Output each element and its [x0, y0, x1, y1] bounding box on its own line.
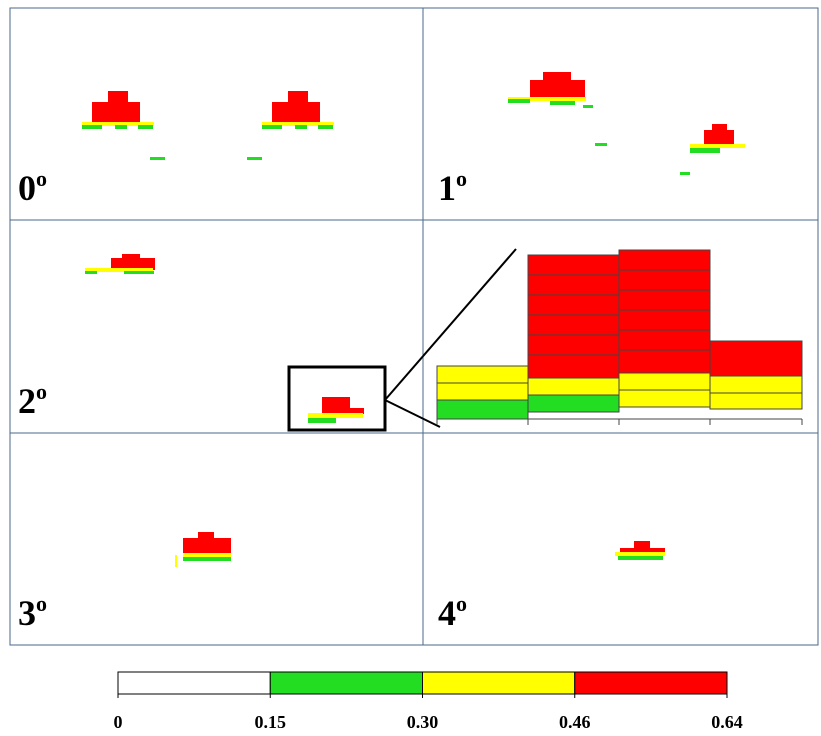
panel-number: 1	[438, 168, 456, 208]
panel-degree: o	[456, 591, 467, 616]
panel-number: 0	[18, 168, 36, 208]
colorbar-segment	[575, 672, 727, 694]
colorbar-segment	[423, 672, 575, 694]
colorbar-tick-label: 0.30	[407, 712, 439, 732]
colorbar-tick-label: 0.64	[711, 712, 743, 732]
panel-0-shapes	[82, 91, 334, 160]
colorbar-tick-label: 0.46	[559, 712, 591, 732]
panel-label: 3o	[18, 591, 47, 633]
panel-degree: o	[36, 379, 47, 404]
panel-1-shapes	[508, 72, 745, 175]
figure: 0o1o2o3o4o00.150.300.460.64	[0, 0, 821, 736]
panel-number: 2	[18, 381, 36, 421]
panel-3-shapes	[175, 532, 231, 567]
panel-number: 4	[438, 593, 456, 633]
panel-label: 1o	[438, 166, 467, 208]
panel-label: 4o	[438, 591, 467, 633]
panel-4-shapes	[615, 541, 665, 560]
colorbar-tick-label: 0	[114, 712, 123, 732]
panel-label: 0o	[18, 166, 47, 208]
colorbar-segment	[270, 672, 422, 694]
panel-label: 2o	[18, 379, 47, 421]
panel-degree: o	[456, 166, 467, 191]
colorbar-tick-label: 0.15	[255, 712, 287, 732]
colorbar-segment	[118, 672, 270, 694]
zoom-line	[385, 400, 440, 427]
panel-degree: o	[36, 591, 47, 616]
panel-degree: o	[36, 166, 47, 191]
panel-number: 3	[18, 593, 36, 633]
